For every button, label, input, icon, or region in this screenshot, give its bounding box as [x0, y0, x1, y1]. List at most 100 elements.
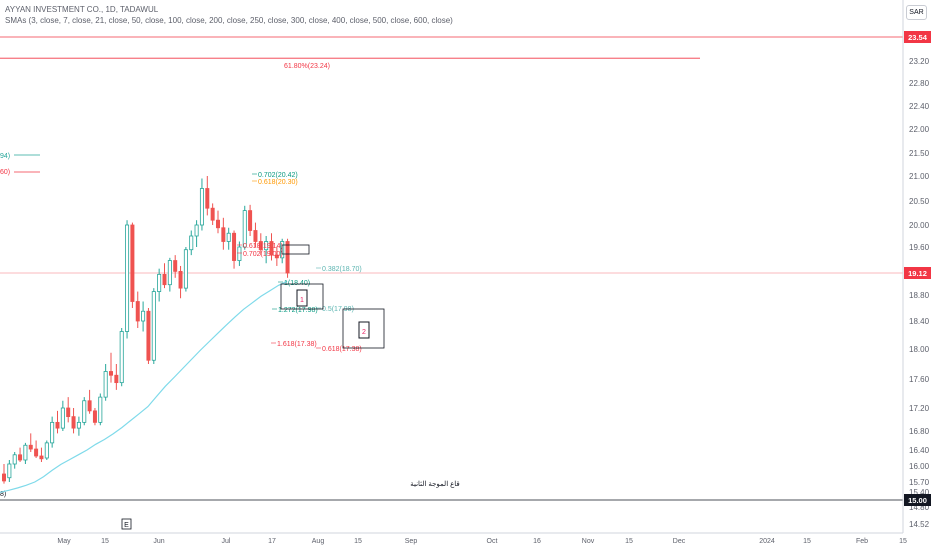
- target-box[interactable]: [281, 244, 310, 255]
- fib-label: 0.702(19.00): [243, 251, 283, 258]
- candle-body[interactable]: [55, 421, 60, 429]
- candle-body[interactable]: [34, 448, 39, 457]
- candle-body[interactable]: [178, 270, 183, 289]
- horizontal-levels[interactable]: 61.80%(23.24) قاع الموجة الثانية 94) 60) 8): [0, 36, 903, 501]
- wave-box-2[interactable]: [342, 308, 385, 349]
- candle-body[interactable]: [135, 301, 140, 322]
- candle-body[interactable]: [258, 241, 263, 251]
- candle-body[interactable]: [173, 260, 178, 272]
- candle-body[interactable]: [60, 407, 65, 429]
- wave-boxes-layer[interactable]: 1 2 E: [121, 244, 385, 530]
- candle-body[interactable]: [66, 407, 71, 418]
- price-tick: 20.50: [909, 197, 930, 206]
- candle-body[interactable]: [237, 246, 242, 261]
- price-label-box: [904, 494, 931, 506]
- candles-layer[interactable]: [2, 176, 290, 484]
- fib-label: 1.272(17.98): [278, 307, 318, 314]
- candle-body[interactable]: [141, 310, 146, 322]
- fib-labels-layer: 0.702(20.42)0.618(20.30) 0.618(19.14)0.70…: [237, 172, 362, 353]
- candle-body[interactable]: [199, 188, 204, 226]
- candle-body[interactable]: [2, 473, 7, 482]
- candle-body[interactable]: [119, 331, 124, 384]
- price-label-text: 19.12: [908, 269, 927, 278]
- candle-body[interactable]: [28, 444, 33, 450]
- time-axis[interactable]: May 15 Jun Jul 17 Aug 15 Sep Oct 16 Nov 15 Dec 2024 15…: [57, 538, 907, 545]
- price-tick: 22.80: [909, 79, 930, 88]
- time-tick: Jun: [153, 538, 164, 545]
- time-tick: Nov: [582, 538, 595, 545]
- candle-body[interactable]: [210, 207, 215, 221]
- candle-body[interactable]: [98, 396, 103, 423]
- fib-label: 0.618(17.38): [322, 346, 362, 353]
- wave-label-2: 2: [362, 329, 366, 336]
- candle-body[interactable]: [7, 463, 12, 479]
- sma-line-layer: [0, 280, 288, 493]
- candle-body[interactable]: [18, 454, 23, 461]
- candle-body[interactable]: [44, 442, 49, 459]
- price-tick: 16.00: [909, 462, 930, 471]
- candle-body[interactable]: [130, 224, 135, 302]
- currency-button[interactable]: SAR: [906, 5, 927, 20]
- candle-body[interactable]: [82, 400, 87, 423]
- candle-body[interactable]: [253, 230, 258, 242]
- price-tick: 14.80: [909, 503, 930, 512]
- time-tick: 15: [354, 538, 362, 545]
- candle-body[interactable]: [87, 400, 92, 412]
- candle-body[interactable]: [162, 273, 167, 286]
- price-tick: 22.40: [909, 102, 930, 111]
- candle-body[interactable]: [226, 232, 231, 242]
- candle-body[interactable]: [232, 232, 237, 261]
- fib-label: 0.5(17.98): [322, 306, 354, 313]
- time-tick: 15: [101, 538, 109, 545]
- candle-body[interactable]: [146, 310, 151, 361]
- candle-body[interactable]: [167, 260, 172, 286]
- time-tick: 2024: [759, 538, 775, 545]
- fib-label: 1.618(17.38): [277, 341, 317, 348]
- candle-body[interactable]: [151, 291, 156, 361]
- level-label: 61.80%(23.24): [284, 63, 330, 70]
- left-edge-label-red: 60): [0, 169, 10, 176]
- price-tick: 21.00: [909, 172, 930, 181]
- candle-body[interactable]: [189, 235, 194, 251]
- time-tick: Aug: [312, 538, 325, 545]
- candle-body[interactable]: [274, 254, 279, 259]
- candle-body[interactable]: [125, 224, 130, 332]
- candle-body[interactable]: [12, 454, 17, 465]
- candle-body[interactable]: [215, 219, 220, 229]
- candle-body[interactable]: [183, 249, 188, 289]
- price-tick: 18.80: [909, 291, 930, 300]
- candle-body[interactable]: [205, 188, 210, 209]
- candle-body[interactable]: [114, 374, 119, 384]
- candle-body[interactable]: [50, 421, 55, 444]
- candle-body[interactable]: [23, 444, 28, 461]
- wave-box-1[interactable]: [280, 283, 324, 310]
- level-label: قاع الموجة الثانية: [410, 480, 460, 488]
- left-edge-label-teal: 94): [0, 153, 10, 160]
- event-marker[interactable]: [121, 518, 132, 530]
- candle-body[interactable]: [285, 241, 290, 274]
- price-labels: 23.54 19.12 15.00: [904, 31, 931, 506]
- candle-body[interactable]: [103, 371, 108, 398]
- candle-body[interactable]: [109, 371, 114, 376]
- candle-body[interactable]: [269, 241, 274, 256]
- candle-body[interactable]: [221, 227, 226, 242]
- price-tick: 18.00: [909, 345, 930, 354]
- candle-body[interactable]: [39, 455, 44, 460]
- candle-body[interactable]: [194, 224, 199, 237]
- candle-body[interactable]: [242, 210, 247, 248]
- price-axis[interactable]: 23.20 22.80 22.40 22.00 21.50 21.00 20.50 20.00…: [909, 57, 930, 529]
- time-tick: Sep: [405, 538, 418, 545]
- candle-body[interactable]: [248, 210, 253, 231]
- candle-body[interactable]: [71, 416, 76, 429]
- time-tick: 17: [268, 538, 276, 545]
- candle-body[interactable]: [264, 241, 269, 251]
- candle-body[interactable]: [92, 410, 97, 423]
- candle-body[interactable]: [76, 421, 81, 429]
- time-tick: May: [57, 538, 71, 545]
- time-tick: Feb: [856, 538, 868, 545]
- candle-body[interactable]: [157, 273, 162, 292]
- price-tick: 18.40: [909, 317, 930, 326]
- price-tick: 22.00: [909, 125, 930, 134]
- time-tick: Jul: [222, 538, 231, 545]
